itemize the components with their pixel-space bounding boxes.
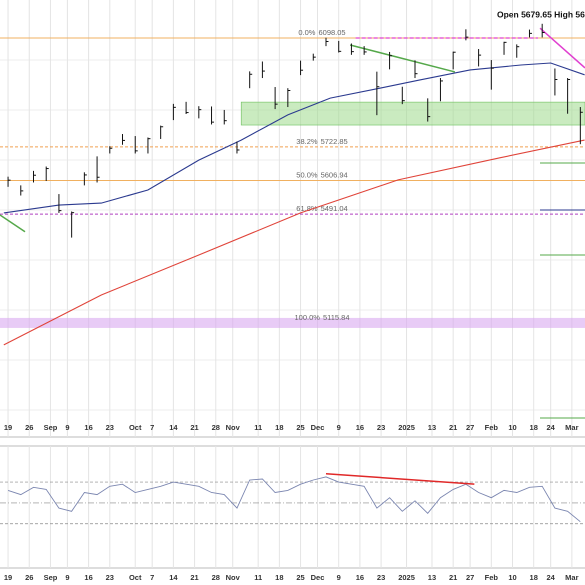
- fib-percent: 50.0%: [296, 170, 318, 179]
- x-tick-label: 11: [254, 573, 262, 582]
- x-tick-label: Nov: [226, 423, 241, 432]
- x-tick-label: 28: [212, 573, 220, 582]
- trendline: [325, 473, 475, 485]
- x-tick-label: 19: [4, 423, 12, 432]
- fib-band: [0, 317, 585, 328]
- x-tick-label: Feb: [485, 573, 499, 582]
- x-tick-label: 14: [169, 573, 178, 582]
- x-tick-label: 26: [25, 573, 33, 582]
- x-tick-label: 16: [356, 573, 364, 582]
- x-tick-label: Mar: [565, 573, 578, 582]
- fib-value: 5115.84: [323, 313, 350, 322]
- x-tick-label: 23: [106, 423, 114, 432]
- x-tick-label: Nov: [226, 573, 241, 582]
- x-tick-label: 9: [65, 573, 69, 582]
- x-tick-label: 11: [254, 423, 262, 432]
- fib-value: 5491.04: [321, 204, 348, 213]
- x-tick-label: Dec: [311, 423, 325, 432]
- x-tick-label: 13: [428, 573, 436, 582]
- trendline: [539, 27, 585, 69]
- trendline: [0, 214, 26, 233]
- x-tick-label: 14: [169, 423, 178, 432]
- x-tick-label: 21: [190, 423, 198, 432]
- x-tick-label: 27: [466, 573, 474, 582]
- x-tick-label: 10: [508, 423, 516, 432]
- fib-percent: 38.2%: [296, 137, 318, 146]
- x-tick-label: 16: [356, 423, 364, 432]
- x-tick-label: Sep: [44, 573, 58, 582]
- x-tick-label: 26: [25, 423, 33, 432]
- plot: 19 19 26 26 Sep Sep 9 9 16 16 23 23 Oct Oct 7 7 14 14 21 21…: [0, 23, 585, 582]
- x-tick-label: 18: [530, 573, 538, 582]
- fib-percent: 100.0%: [295, 313, 321, 322]
- x-tick-label: 18: [530, 423, 538, 432]
- x-tick-label: 24: [546, 573, 555, 582]
- x-tick-label: 19: [4, 573, 12, 582]
- x-tick-label: 18: [275, 423, 283, 432]
- support-zone: [240, 101, 585, 126]
- x-tick-label: 2025: [398, 573, 415, 582]
- x-tick-label: Oct: [129, 423, 142, 432]
- x-tick-label: 23: [106, 573, 114, 582]
- x-tick-label: 24: [546, 423, 555, 432]
- x-tick-label: 27: [466, 423, 474, 432]
- x-tick-label: Oct: [129, 573, 142, 582]
- x-tick-label: 16: [84, 573, 92, 582]
- trendline: [349, 44, 456, 73]
- x-tick-label: 23: [377, 423, 385, 432]
- x-tick-label: 9: [337, 423, 341, 432]
- rsi-line: [7, 476, 581, 523]
- x-tick-label: 13: [428, 423, 436, 432]
- x-tick-label: Dec: [311, 573, 325, 582]
- x-tick-label: 9: [337, 573, 341, 582]
- fib-label: 0.0% 6098.05: [298, 28, 345, 37]
- fib-value: 5722.85: [321, 137, 348, 146]
- x-tick-label: 7: [150, 423, 154, 432]
- x-tick-label: 28: [212, 423, 220, 432]
- fib-label: 38.2% 5722.85: [296, 137, 347, 146]
- x-tick-label: 21: [190, 573, 198, 582]
- x-tick-label: Sep: [44, 423, 58, 432]
- x-tick-label: 21: [449, 423, 457, 432]
- x-tick-label: 25: [296, 423, 304, 432]
- x-tick-label: Mar: [565, 423, 578, 432]
- x-tick-label: 2025: [398, 423, 415, 432]
- fib-value: 5606.94: [321, 170, 348, 179]
- x-tick-label: Feb: [485, 423, 499, 432]
- x-tick-label: 23: [377, 573, 385, 582]
- fib-value: 6098.05: [318, 28, 345, 37]
- x-tick-label: 16: [84, 423, 92, 432]
- fib-label: 100.0% 5115.84: [295, 313, 350, 322]
- x-tick-label: 21: [449, 573, 457, 582]
- x-tick-label: 10: [508, 573, 516, 582]
- x-tick-label: 7: [150, 573, 154, 582]
- x-tick-label: 18: [275, 573, 283, 582]
- fib-label: 61.8% 5491.04: [296, 204, 347, 213]
- x-tick-label: 9: [65, 423, 69, 432]
- fib-label: 50.0% 5606.94: [296, 170, 347, 179]
- x-tick-label: 25: [296, 573, 304, 582]
- moving-average: [3, 62, 585, 214]
- header: Open 5679.65 High 569: [497, 9, 585, 19]
- moving-average: [3, 139, 585, 346]
- fib-percent: 0.0%: [298, 28, 315, 37]
- fib-percent: 61.8%: [296, 204, 318, 213]
